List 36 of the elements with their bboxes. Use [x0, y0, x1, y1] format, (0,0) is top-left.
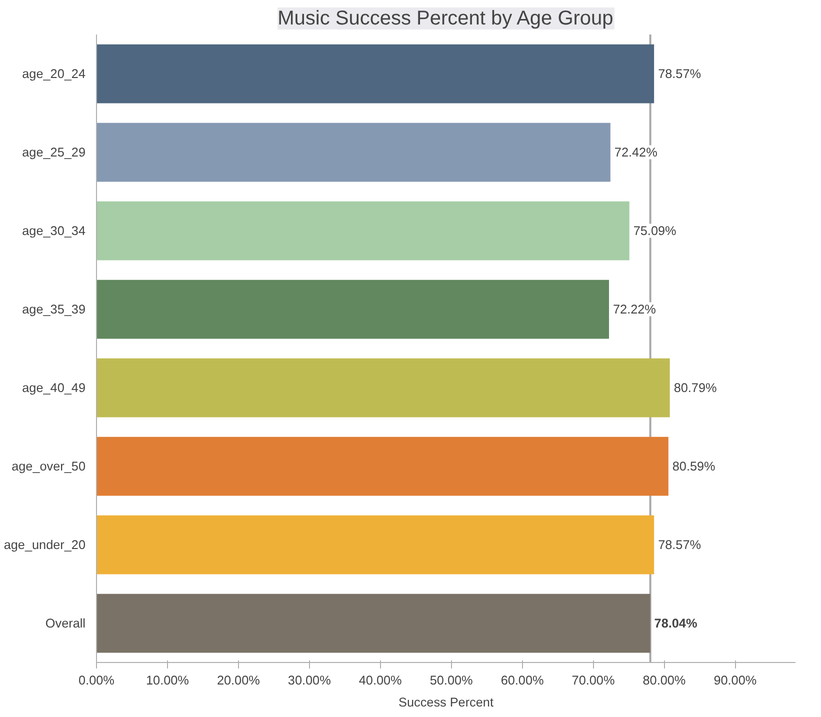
- bar: [96, 280, 610, 339]
- x-tick-label: 90.00%: [714, 674, 757, 688]
- data-label: 80.59%: [672, 459, 716, 474]
- y-tick-label: age_35_39: [22, 302, 86, 316]
- y-tick-label: age_40_49: [22, 380, 86, 395]
- chart-title: Music Success Percent by Age Group: [278, 8, 614, 30]
- bar: [96, 122, 610, 182]
- x-tick-label: 30.00%: [288, 674, 331, 688]
- data-label: 75.09%: [633, 224, 676, 238]
- bar: [96, 436, 668, 496]
- y-tick-label: age_30_34: [22, 224, 86, 238]
- x-tick-label: 50.00%: [430, 674, 473, 688]
- x-tick-label: 40.00%: [358, 674, 402, 688]
- x-tick-label: 10.00%: [146, 674, 189, 688]
- y-tick-label: age_over_50: [12, 459, 86, 474]
- data-label: 78.57%: [658, 66, 702, 81]
- bar: [96, 594, 650, 653]
- bar: [96, 358, 670, 418]
- x-tick-label: 60.00%: [500, 674, 544, 688]
- bar: [96, 44, 654, 104]
- bar: [96, 515, 654, 574]
- y-tick-label: age_under_20: [4, 538, 86, 552]
- y-tick-label: Overall: [45, 616, 86, 630]
- data-label: 78.04%: [654, 616, 698, 630]
- x-tick-label: 0.00%: [78, 674, 114, 688]
- data-label: 80.79%: [674, 380, 717, 395]
- bar: [96, 201, 630, 260]
- y-tick-label: age_20_24: [22, 66, 86, 81]
- y-tick-label: age_25_29: [22, 145, 86, 160]
- x-axis-title: Success Percent: [398, 696, 494, 710]
- data-label: 78.57%: [658, 538, 702, 552]
- data-label: 72.42%: [614, 145, 658, 160]
- data-label: 72.22%: [613, 302, 656, 316]
- x-tick-label: 70.00%: [572, 674, 615, 688]
- x-tick-label: 20.00%: [216, 674, 260, 688]
- x-tick-label: 80.00%: [642, 674, 686, 688]
